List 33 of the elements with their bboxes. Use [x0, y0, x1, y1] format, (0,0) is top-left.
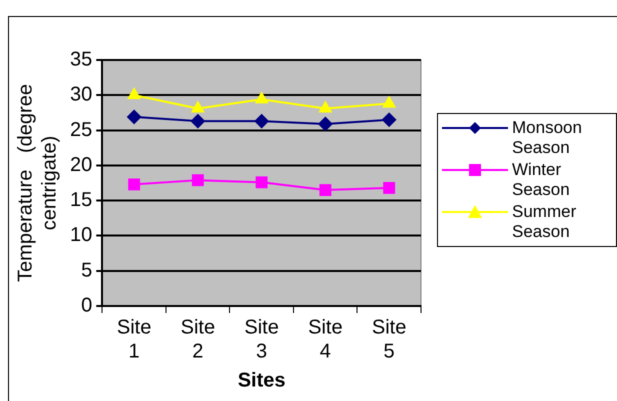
y-tick-label: 15: [70, 189, 92, 212]
legend-label: Summer Season: [512, 202, 578, 242]
x-axis-title: Sites: [238, 370, 286, 392]
y-tick-label: 25: [70, 118, 92, 141]
x-tick-label: Site 3: [244, 316, 279, 363]
point: [192, 174, 204, 186]
legend-label: Monsoon Season: [512, 118, 583, 158]
point: [190, 114, 205, 128]
y-axis-title: Temperature (degree centrigate): [14, 84, 61, 282]
point: [382, 96, 396, 108]
y-tick-label: 5: [81, 259, 92, 282]
point: [128, 88, 140, 100]
point: [192, 101, 204, 112]
y-tick-label: 20: [70, 154, 92, 176]
point: [383, 182, 396, 194]
y-tick-label: 30: [70, 84, 92, 106]
y-tick-label: 35: [70, 48, 92, 71]
x-tick-label: Site 2: [180, 316, 216, 363]
point: [254, 114, 269, 128]
point: [127, 110, 142, 124]
legend-label: Winter Season: [512, 160, 571, 200]
x-tick-label: Site 5: [372, 316, 406, 363]
point: [319, 184, 332, 196]
y-tick-label: 10: [70, 224, 92, 246]
x-tick-label: Site 1: [116, 316, 152, 363]
point: [382, 112, 396, 127]
point: [256, 176, 268, 188]
y-tick-label: 0: [81, 294, 92, 317]
point: [318, 116, 332, 131]
point: [255, 92, 268, 104]
point: [128, 178, 140, 190]
x-tick-label: Site 4: [308, 316, 343, 363]
point: [319, 101, 332, 112]
